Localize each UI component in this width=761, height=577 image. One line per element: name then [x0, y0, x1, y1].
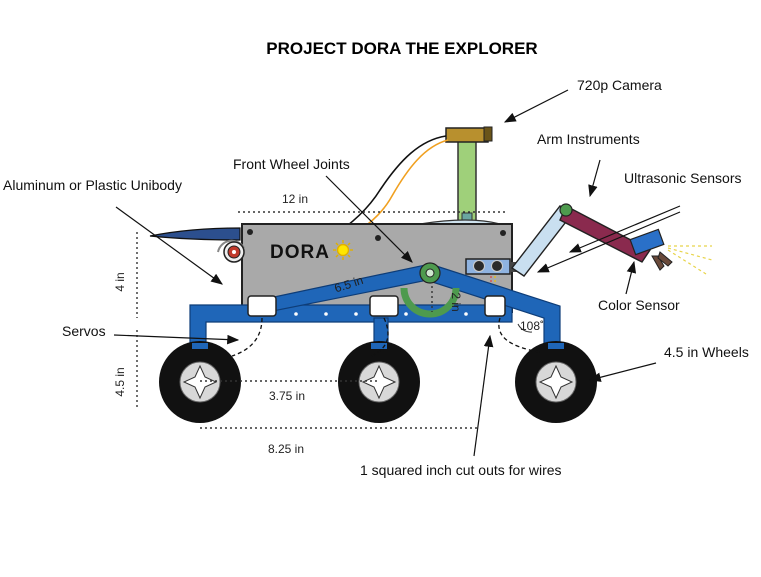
body-logo: DORA	[270, 242, 330, 263]
camera-cable-black	[329, 135, 447, 239]
label-arm-instruments: Arm Instruments	[537, 131, 640, 147]
dim-wheelbase: 8.25 in	[268, 442, 304, 456]
dim-wheel-spacing: 3.75 in	[269, 389, 305, 403]
wheel-front	[515, 341, 597, 423]
label-ultrasonic-sensors: Ultrasonic Sensors	[624, 170, 742, 186]
servo-blocks	[247, 295, 506, 317]
wheel-middle	[338, 341, 420, 423]
label-camera: 720p Camera	[577, 77, 662, 93]
dim-body-length: 12 in	[282, 192, 308, 206]
joint-gear-icon	[400, 262, 460, 318]
camera-mast	[419, 139, 501, 231]
dim-wheel-height: 4.5 in	[113, 367, 127, 396]
antenna-blade	[149, 227, 241, 241]
color-sensor-beam	[667, 245, 713, 275]
axle-caps	[192, 343, 564, 349]
label-front-wheel-joints: Front Wheel Joints	[233, 156, 350, 172]
dimension-lines	[136, 211, 508, 429]
sun-icon	[333, 240, 353, 260]
dim-angle: 108˚	[520, 319, 544, 333]
label-unibody: Aluminum or Plastic Unibody	[3, 177, 182, 193]
rear-sensor-icon	[217, 239, 245, 263]
camera-icon	[445, 126, 493, 143]
callout-arrows	[113, 89, 681, 457]
dim-joint-offset: 2 in	[449, 292, 463, 311]
label-color-sensor: Color Sensor	[598, 297, 680, 313]
robotic-arm	[510, 203, 673, 277]
wheel-rear	[159, 341, 241, 423]
ultrasonic-sensor-icon	[465, 258, 518, 275]
dim-body-height: 4 in	[113, 272, 127, 291]
wire-dashes	[231, 317, 541, 357]
label-wheels: 4.5 in Wheels	[664, 344, 749, 360]
angle-arc	[517, 323, 533, 333]
label-cutouts: 1 squared inch cut outs for wires	[360, 462, 562, 478]
label-servos: Servos	[62, 323, 106, 339]
diagram-title: PROJECT DORA THE EXPLORER	[266, 39, 537, 58]
